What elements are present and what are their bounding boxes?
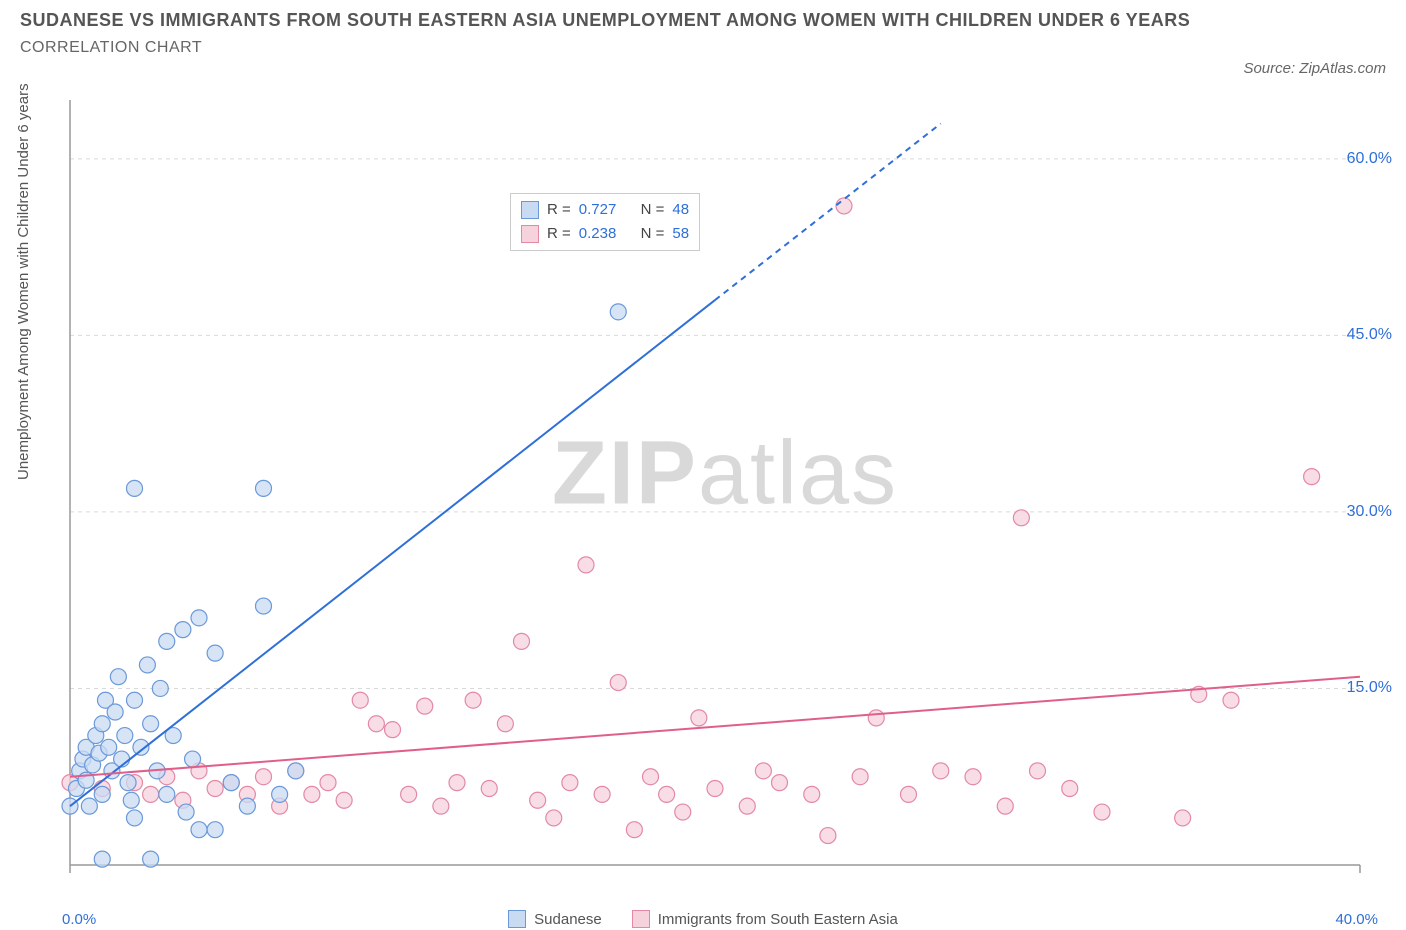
legend-label-sea: Immigrants from South Eastern Asia xyxy=(658,911,898,928)
r-value-sea: 0.238 xyxy=(579,222,617,246)
chart-subtitle: CORRELATION CHART xyxy=(20,39,1386,57)
chart-container: SUDANESE VS IMMIGRANTS FROM SOUTH EASTER… xyxy=(0,0,1406,930)
swatch-sudanese xyxy=(521,201,539,219)
n-label: N = xyxy=(641,222,665,246)
scatter-plot-svg xyxy=(60,95,1390,885)
stats-row-sea: R = 0.238 N = 58 xyxy=(521,222,689,246)
n-value-sudanese: 48 xyxy=(672,198,689,222)
y-tick-label: 45.0% xyxy=(1347,326,1392,344)
y-tick-label: 30.0% xyxy=(1347,503,1392,521)
n-value-sea: 58 xyxy=(672,222,689,246)
swatch-sea xyxy=(521,225,539,243)
stats-row-sudanese: R = 0.727 N = 48 xyxy=(521,198,689,222)
bottom-legend: 0.0% Sudanese Immigrants from South East… xyxy=(0,910,1406,928)
legend-swatch-sudanese xyxy=(508,910,526,928)
legend-item-sudanese: Sudanese xyxy=(508,910,602,928)
plot-area: ZIPatlas R = 0.727 N = 48 R = 0.238 N = … xyxy=(60,95,1390,885)
r-value-sudanese: 0.727 xyxy=(579,198,617,222)
legend-item-sea: Immigrants from South Eastern Asia xyxy=(632,910,898,928)
n-label: N = xyxy=(641,198,665,222)
y-axis-title: Unemployment Among Women with Children U… xyxy=(15,83,32,480)
legend-center: Sudanese Immigrants from South Eastern A… xyxy=(508,910,898,928)
correlation-stats-box: R = 0.727 N = 48 R = 0.238 N = 58 xyxy=(510,193,700,251)
legend-label-sudanese: Sudanese xyxy=(534,911,602,928)
chart-title: SUDANESE VS IMMIGRANTS FROM SOUTH EASTER… xyxy=(20,10,1386,31)
r-label: R = xyxy=(547,222,571,246)
x-tick-min: 0.0% xyxy=(62,911,96,928)
legend-swatch-sea xyxy=(632,910,650,928)
title-block: SUDANESE VS IMMIGRANTS FROM SOUTH EASTER… xyxy=(0,0,1406,57)
r-label: R = xyxy=(547,198,571,222)
source-attribution: Source: ZipAtlas.com xyxy=(1243,60,1386,77)
x-tick-max: 40.0% xyxy=(1335,911,1378,928)
y-tick-label: 15.0% xyxy=(1347,679,1392,697)
y-tick-label: 60.0% xyxy=(1347,150,1392,168)
